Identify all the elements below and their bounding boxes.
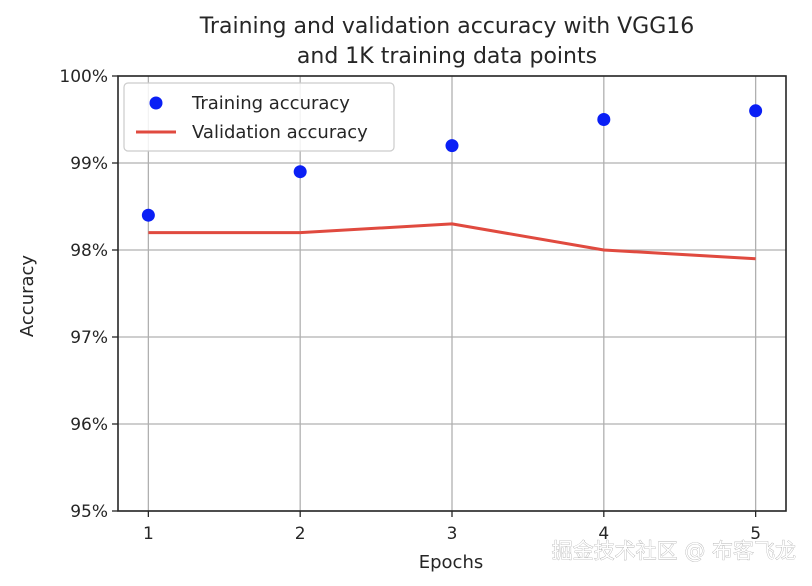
y-tick-label: 98% — [70, 241, 108, 261]
x-axis-label: Epochs — [419, 552, 484, 573]
legend: Training accuracy Validation accuracy — [123, 82, 395, 152]
training-accuracy-point — [293, 165, 307, 179]
x-tick-label: 3 — [447, 524, 458, 544]
watermark: 掘金技术社区 @ 布客飞龙 — [552, 539, 796, 563]
series-layer — [141, 104, 763, 261]
x-tick-label: 2 — [295, 524, 306, 544]
legend-marker-training — [149, 96, 163, 110]
validation-accuracy-line — [148, 222, 756, 261]
y-tick-label: 99% — [70, 154, 108, 174]
training-accuracy-point — [141, 208, 155, 222]
x-axis-ticks: 1 2 3 4 5 — [143, 511, 761, 544]
y-tick-label: 97% — [70, 328, 108, 348]
y-tick-label: 95% — [70, 502, 108, 522]
y-axis-label: Accuracy — [17, 255, 38, 338]
y-tick-label: 96% — [70, 415, 108, 435]
training-accuracy-point — [445, 139, 459, 153]
training-accuracy-point — [597, 113, 611, 126]
x-tick-label: 4 — [598, 524, 609, 544]
y-axis-ticks: 95% 96% 97% 98% 99% 100% — [59, 67, 118, 522]
legend-label-training: Training accuracy — [191, 93, 350, 114]
legend-label-validation: Validation accuracy — [192, 122, 368, 143]
chart-title-line-1: Training and validation accuracy with VG… — [199, 14, 695, 39]
x-tick-label: 5 — [750, 524, 761, 544]
x-tick-label: 1 — [143, 524, 154, 544]
chart-title-line-2: and 1K training data points — [297, 44, 597, 69]
y-tick-label: 100% — [59, 67, 108, 87]
training-accuracy-point — [749, 104, 763, 118]
legend-box — [123, 82, 395, 152]
plot-area-frame — [117, 75, 787, 512]
